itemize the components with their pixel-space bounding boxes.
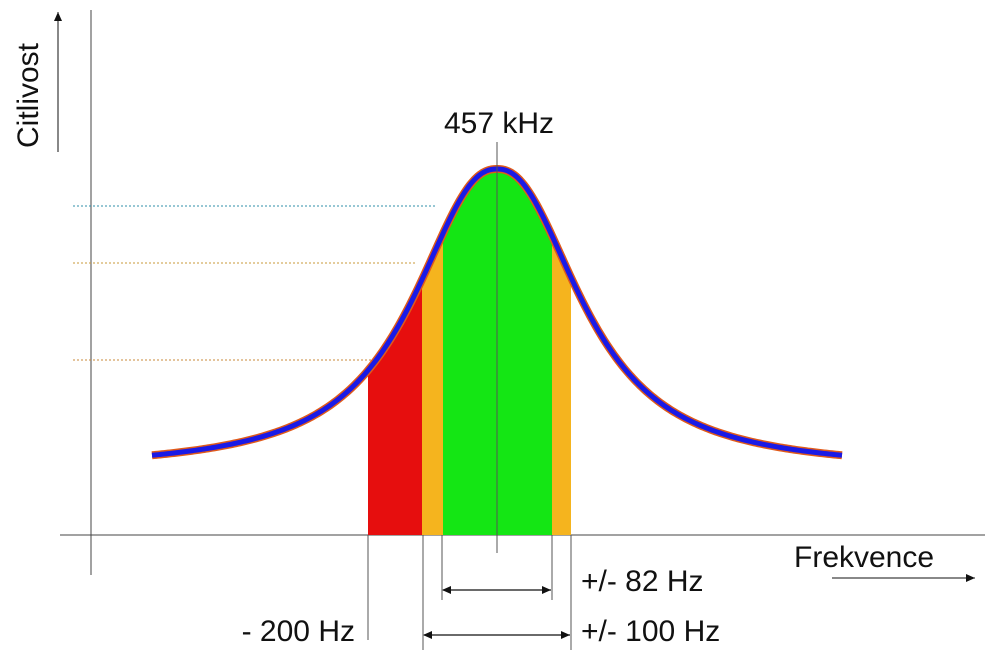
band-offset-region [368, 169, 422, 535]
center-frequency-label: 457 kHz [444, 107, 554, 140]
offset-label: - 200 Hz [242, 615, 355, 648]
inner-bandwidth-label: +/- 82 Hz [581, 565, 704, 598]
x-axis-label: Frekvence [794, 541, 934, 574]
outer-bandwidth-label: +/- 100 Hz [581, 615, 720, 648]
y-axis-label: Citlivost [12, 42, 45, 148]
